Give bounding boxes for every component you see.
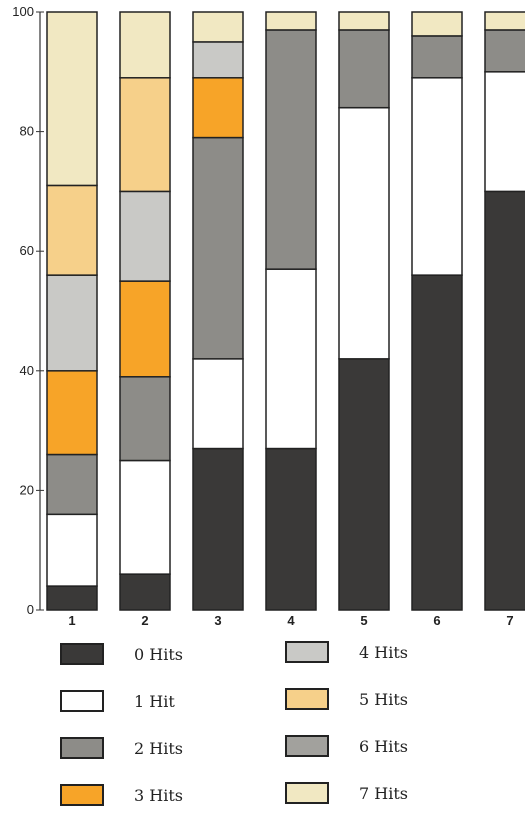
legend-item-5-hits: 5 Hits	[285, 685, 408, 713]
x-category-label: 5	[360, 613, 367, 625]
legend-label-3-hits: 3 Hits	[134, 785, 183, 805]
legend-swatch-2-hits	[60, 737, 104, 759]
bar-segment-1-0-hits	[46, 585, 98, 611]
bar-segment-2-1-hit	[119, 459, 171, 575]
bar-segment-2-3-hits	[119, 280, 171, 378]
bar-segment-6-2-hits	[411, 35, 463, 79]
legend-label-6-hits: 6 Hits	[359, 736, 408, 756]
legend-swatch-5-hits	[285, 688, 329, 710]
x-category-label: 2	[141, 613, 148, 625]
legend: 0 Hits 1 Hit 2 Hits 3 Hits 4 Hits 5 Hits…	[60, 632, 480, 832]
bar-segment-5-1-hit	[338, 106, 390, 360]
bar-segment-1-3-hits	[46, 370, 98, 456]
legend-label-4-hits: 4 Hits	[359, 642, 408, 662]
bar-segment-3-7-hits	[192, 11, 244, 43]
legend-item-1-hit: 1 Hit	[60, 687, 175, 715]
legend-swatch-1-hit	[60, 690, 104, 712]
legend-item-6-hits: 6 Hits	[285, 732, 408, 760]
bar-segment-2-7-hits	[119, 11, 171, 79]
legend-swatch-3-hits	[60, 784, 104, 806]
legend-swatch-6-hits	[285, 735, 329, 757]
bar-segment-3-0-hits	[192, 447, 244, 611]
bar-segment-1-1-hit	[46, 513, 98, 587]
bar-segment-2-5-hits	[119, 77, 171, 193]
bar-segment-1-7-hits	[46, 11, 98, 187]
legend-label-0-hits: 0 Hits	[134, 644, 183, 664]
legend-label-5-hits: 5 Hits	[359, 689, 408, 709]
y-tick-label: 80	[20, 124, 34, 139]
bar-segment-3-2-hits	[192, 136, 244, 360]
bar-segment-1-2-hits	[46, 453, 98, 516]
y-tick-label: 40	[20, 363, 34, 378]
bar-segment-5-7-hits	[338, 11, 390, 31]
legend-label-1-hit: 1 Hit	[134, 691, 175, 711]
bar-segment-6-0-hits	[411, 274, 463, 611]
legend-item-2-hits: 2 Hits	[60, 734, 183, 762]
legend-item-4-hits: 4 Hits	[285, 638, 408, 666]
x-category-label: 1	[68, 613, 75, 625]
y-tick-label: 100	[12, 4, 34, 19]
bar-segment-5-0-hits	[338, 358, 390, 611]
bar-segment-1-4-hits	[46, 274, 98, 372]
bar-segment-3-3-hits	[192, 77, 244, 139]
x-category-label: 4	[287, 613, 295, 625]
legend-label-2-hits: 2 Hits	[134, 738, 183, 758]
legend-item-0-hits: 0 Hits	[60, 640, 183, 668]
bar-segment-6-1-hit	[411, 77, 463, 276]
bar-segment-7-7-hits	[484, 11, 525, 31]
legend-item-3-hits: 3 Hits	[60, 781, 183, 809]
legend-item-7-hits: 7 Hits	[285, 779, 408, 807]
bar-segment-4-7-hits	[265, 11, 317, 31]
bar-segment-1-5-hits	[46, 184, 98, 276]
legend-swatch-4-hits	[285, 641, 329, 663]
bar-segment-6-7-hits	[411, 11, 463, 37]
stacked-bar-chart: 0 20 40 60 80 100 1 2 3 4 5 6 7	[12, 4, 525, 625]
bar-segment-2-4-hits	[119, 190, 171, 282]
legend-label-7-hits: 7 Hits	[359, 783, 408, 803]
bar-segment-3-4-hits	[192, 41, 244, 79]
y-tick-label: 60	[20, 243, 34, 258]
x-category-label: 6	[433, 613, 440, 625]
bar-segment-7-0-hits	[484, 190, 525, 611]
legend-swatch-0-hits	[60, 643, 104, 665]
bar-segment-4-2-hits	[265, 29, 317, 270]
bar-segment-3-1-hit	[192, 358, 244, 450]
x-category-label: 3	[214, 613, 221, 625]
y-tick-label: 0	[27, 602, 34, 617]
bar-segment-5-2-hits	[338, 29, 390, 109]
bar-segment-7-1-hit	[484, 71, 525, 193]
y-tick-label: 20	[20, 482, 34, 497]
bar-segment-4-0-hits	[265, 447, 317, 611]
bar-segment-4-1-hit	[265, 268, 317, 450]
bar-segment-7-2-hits	[484, 29, 525, 73]
bar-segment-2-0-hits	[119, 573, 171, 611]
legend-swatch-7-hits	[285, 782, 329, 804]
x-category-label: 7	[506, 613, 513, 625]
bar-segment-2-2-hits	[119, 376, 171, 462]
